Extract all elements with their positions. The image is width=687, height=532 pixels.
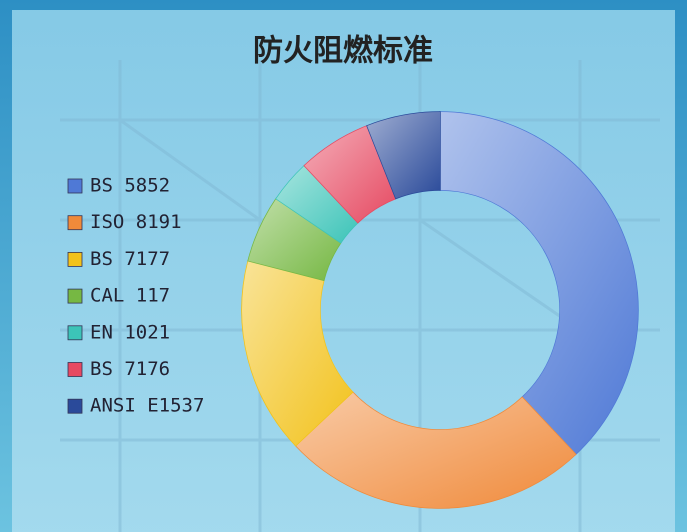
legend-swatch	[67, 398, 83, 414]
legend-swatch	[67, 288, 83, 304]
legend-swatch	[67, 362, 83, 377]
slice-shine	[304, 125, 396, 223]
legend-label: CAL 117	[90, 285, 170, 307]
legend-label: ANSI E1537	[90, 395, 204, 417]
slice-shine	[440, 112, 639, 455]
legend-label: ISO 8191	[90, 211, 182, 233]
legend-label: BS 7176	[90, 358, 170, 380]
slice-shine	[367, 112, 440, 199]
slice-shine	[295, 392, 576, 509]
legend-label: BS 7177	[90, 248, 170, 270]
slice-shine	[276, 165, 358, 243]
legend-swatch	[67, 251, 83, 267]
legend-swatch	[67, 325, 83, 341]
legend-label: BS 5852	[90, 175, 170, 197]
slice-shine	[242, 260, 353, 446]
legend-swatch	[67, 178, 83, 194]
chart-title: 防火阻燃标准	[253, 34, 433, 69]
legend-swatch	[67, 215, 83, 231]
legend-label: EN 1021	[90, 321, 170, 343]
slice-shine	[248, 198, 341, 281]
